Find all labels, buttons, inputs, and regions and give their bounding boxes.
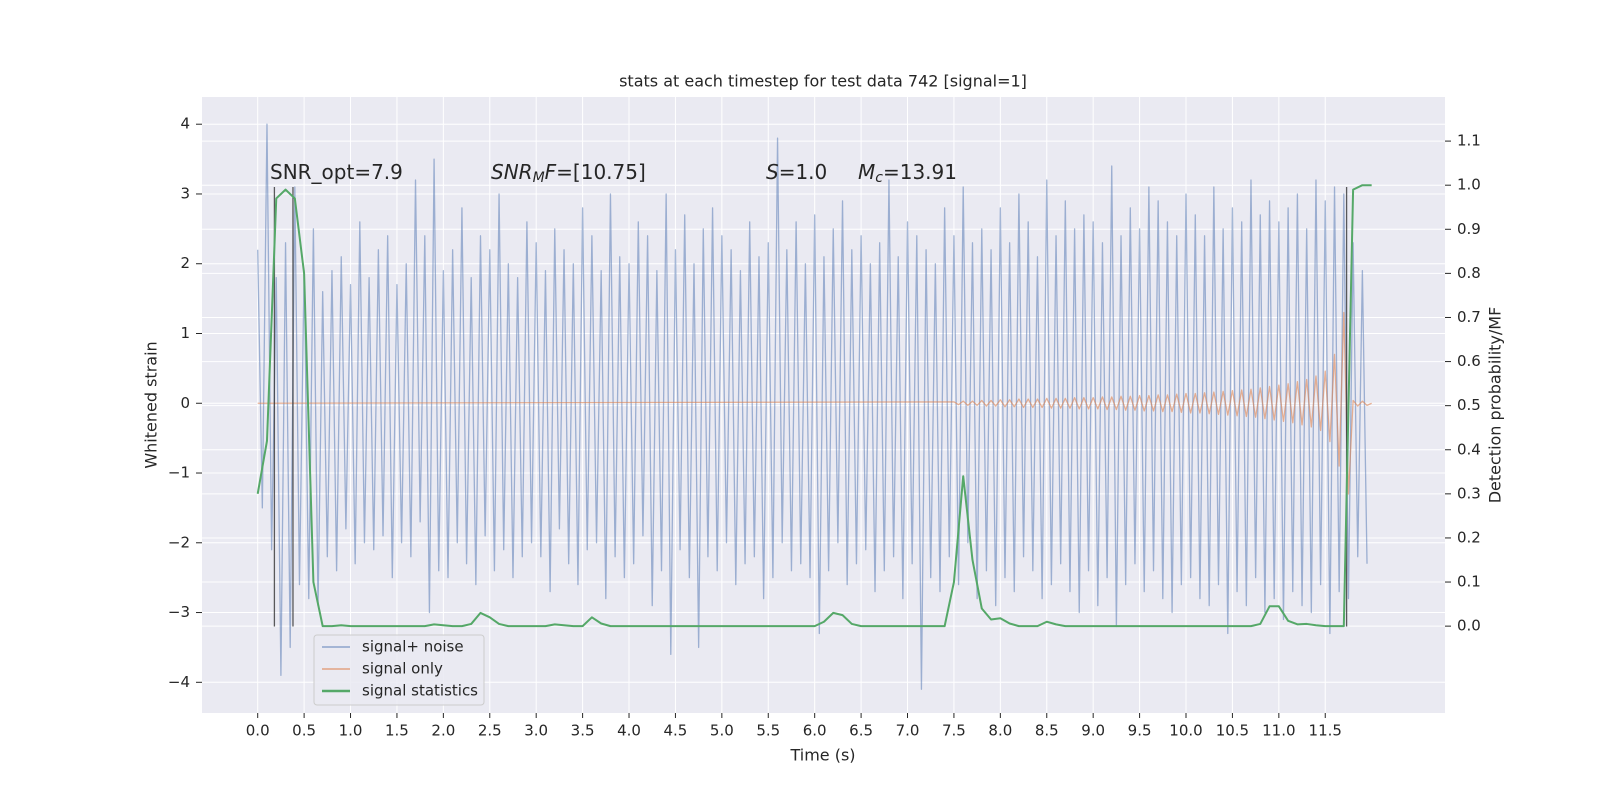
annotation-part: M [533, 170, 545, 186]
marks [256, 123, 1372, 690]
annotation-part: =[10.75] [556, 160, 646, 184]
series-line [257, 311, 1372, 495]
y2-tick-label: 1.1 [1457, 132, 1481, 150]
series-line [257, 123, 1368, 690]
x-tick-label: 3.0 [524, 722, 548, 740]
chart-title: stats at each timestep for test data 742… [619, 72, 1027, 91]
y-tick-label: −2 [168, 533, 190, 551]
annotation: S=1.0 [766, 160, 827, 184]
y2-tick-label: 0.0 [1457, 617, 1481, 635]
annotation-part: =13.91 [883, 160, 957, 184]
annotation: Mc=13.91 [858, 160, 957, 187]
y-tick-label: 2 [180, 254, 190, 272]
y2-tick-label: 0.3 [1457, 484, 1481, 502]
y-axis-label: Whitened strain [142, 341, 161, 468]
x-tick-label: 2.5 [478, 722, 502, 740]
x-tick-label: 7.0 [896, 722, 920, 740]
y2-tick-label: 0.7 [1457, 308, 1481, 326]
x-tick-label: 9.0 [1081, 722, 1105, 740]
y-tick-label: 4 [180, 115, 190, 133]
x-tick-label: 4.0 [617, 722, 641, 740]
y2-tick-label: 1.0 [1457, 176, 1481, 194]
annotation-part: F [545, 160, 557, 184]
x-tick-label: 10.5 [1216, 722, 1249, 740]
y-tick-label: −3 [168, 603, 190, 621]
annotation-part: S [766, 160, 779, 184]
axes: 0.0 0.5 1.0 1.5 2.0 2.5 3.0 3.5 4.0 4.5 5.0 5.5 6.0 6… [168, 115, 1481, 740]
y2-tick-label: 0.8 [1457, 264, 1481, 282]
x-tick-label: 6.5 [849, 722, 873, 740]
x-tick-label: 6.0 [803, 722, 827, 740]
y-tick-label: −1 [168, 464, 190, 482]
y2-tick-label: 0.6 [1457, 352, 1481, 370]
x-tick-label: 5.5 [756, 722, 780, 740]
legend-label: signal+ noise [362, 638, 464, 656]
y2-tick-label: 0.2 [1457, 528, 1481, 546]
x-tick-label: 9.5 [1128, 722, 1152, 740]
annotation-part: SNR [491, 160, 533, 184]
y-tick-label: −4 [168, 673, 190, 691]
x-tick-label: 5.0 [710, 722, 734, 740]
series-line [256, 184, 1372, 628]
x-tick-label: 2.0 [431, 722, 455, 740]
y2-tick-label: 0.4 [1457, 440, 1481, 458]
x-tick-label: 8.0 [988, 722, 1012, 740]
x-tick-label: 3.5 [571, 722, 595, 740]
y2-axis-label: Detection probability/MF [1486, 307, 1505, 504]
annotation-part: SNR_opt=7.9 [270, 160, 403, 184]
y2-tick-label: 0.9 [1457, 220, 1481, 238]
annotation: SNR_opt=7.9 [270, 160, 403, 184]
legend-label: signal statistics [362, 682, 478, 700]
y-tick-label: 3 [180, 184, 190, 202]
x-tick-label: 0.0 [246, 722, 270, 740]
y2-tick-label: 0.1 [1457, 573, 1481, 591]
x-tick-label: 10.0 [1169, 722, 1202, 740]
x-tick-label: 0.5 [292, 722, 316, 740]
y-tick-label: 0 [180, 394, 190, 412]
legend-box [313, 634, 485, 706]
x-tick-label: 1.0 [339, 722, 363, 740]
annotation-part: M [858, 160, 875, 184]
grid [202, 97, 1445, 713]
y-tick-label: 1 [180, 324, 190, 342]
x-tick-label: 11.5 [1309, 722, 1342, 740]
annotation-part: c [875, 170, 883, 186]
annotation: SNRMF=[10.75] [491, 160, 646, 187]
x-tick-label: 7.5 [942, 722, 966, 740]
y2-tick-label: 0.5 [1457, 396, 1481, 414]
legend-label: signal only [362, 660, 443, 678]
annotation-part: =1.0 [779, 160, 828, 184]
x-tick-label: 8.5 [1035, 722, 1059, 740]
x-axis-label: Time (s) [789, 746, 855, 765]
x-tick-label: 11.0 [1262, 722, 1295, 740]
plot-area [202, 97, 1445, 713]
x-tick-label: 4.5 [664, 722, 688, 740]
x-tick-label: 1.5 [385, 722, 409, 740]
